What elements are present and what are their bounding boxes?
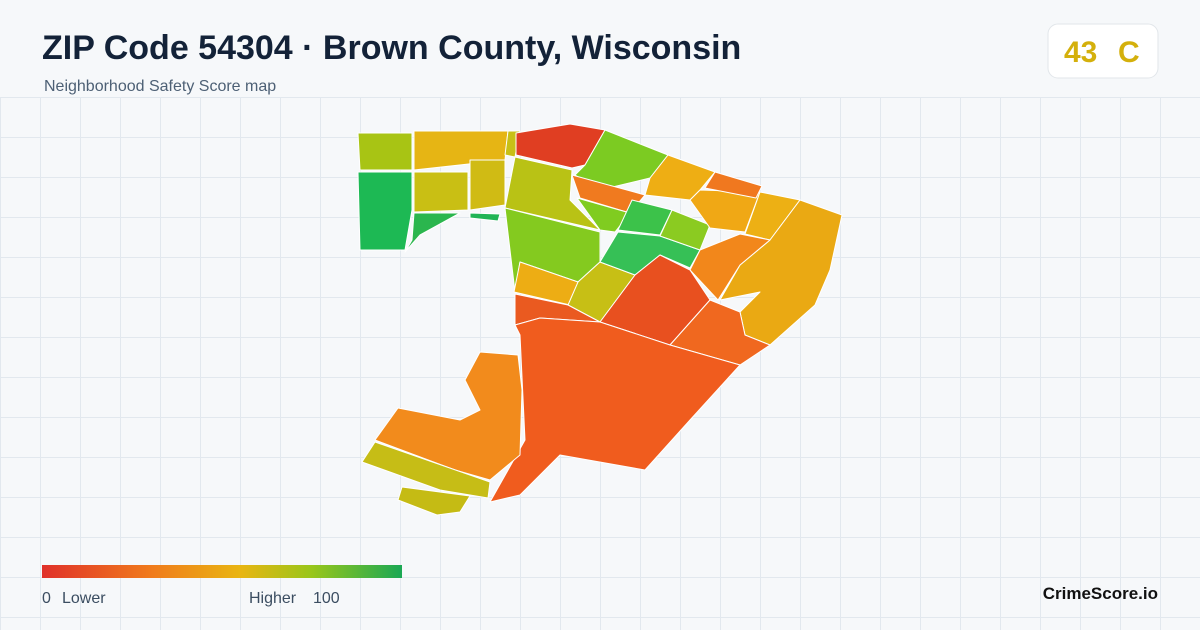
brand: CrimeScore.io <box>1043 584 1158 603</box>
neighborhood <box>469 159 506 211</box>
score-grade: C <box>1118 36 1140 69</box>
neighborhood <box>413 171 469 213</box>
neighborhood <box>469 212 501 222</box>
neighborhood <box>357 132 413 171</box>
neighborhood <box>361 441 491 499</box>
legend-max-label: Higher <box>249 590 297 607</box>
legend-min: 0 <box>42 590 51 607</box>
neighborhood <box>504 156 601 231</box>
zip-map <box>357 123 843 516</box>
legend-gradient <box>42 565 402 578</box>
neighborhood <box>489 317 741 503</box>
neighborhood <box>576 197 631 233</box>
neighborhood <box>704 171 763 199</box>
neighborhood <box>357 171 413 251</box>
neighborhood <box>374 351 523 481</box>
neighborhood <box>404 212 461 253</box>
legend-max: 100 <box>313 590 340 607</box>
subtitle: Neighborhood Safety Score map <box>44 78 276 95</box>
score-badge <box>1047 23 1159 79</box>
legend-min-label: Lower <box>62 590 106 607</box>
title: ZIP Code 54304 · Brown County, Wisconsin <box>42 29 741 67</box>
neighborhood <box>397 486 471 516</box>
score-value: 43 <box>1064 36 1097 69</box>
